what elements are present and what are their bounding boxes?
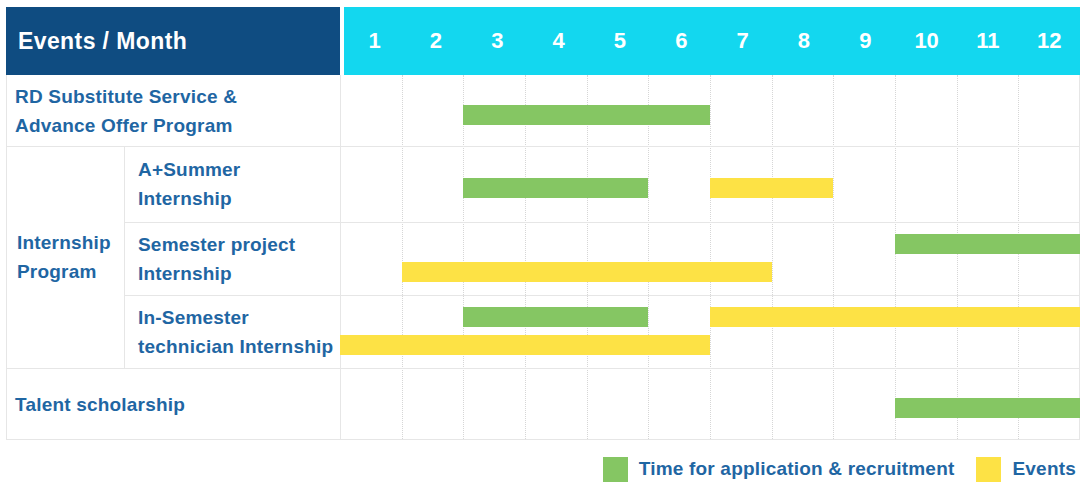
month-label-7: 7	[712, 7, 773, 75]
month-label-10: 10	[896, 7, 957, 75]
month-gridline-11	[1018, 75, 1019, 439]
month-label-2: 2	[405, 7, 466, 75]
events-month-title: Events / Month	[6, 28, 187, 55]
green-bar-months-3-5	[463, 178, 648, 198]
month-label-5: 5	[589, 7, 650, 75]
legend-swatch-events	[976, 457, 1001, 482]
yellow-bar-months-7-12	[710, 307, 1080, 327]
month-gridline-6	[710, 75, 711, 439]
month-label-1: 1	[344, 7, 405, 75]
green-bar-months-3-5	[463, 307, 648, 327]
month-label-11: 11	[957, 7, 1018, 75]
month-gridline-2	[463, 75, 464, 439]
row-label-3: Semester projectInternship	[124, 222, 340, 295]
month-gridline-4	[587, 75, 588, 439]
month-gridline-9	[895, 75, 896, 439]
group-label-internship-program: InternshipProgram	[6, 146, 124, 368]
gantt-schedule-chart: Events / Month 123456789101112 Internshi…	[0, 0, 1080, 494]
row-label-4: In-Semestertechnician Internship	[124, 295, 340, 368]
row-label-5: Talent scholarship	[6, 368, 340, 440]
month-gridline-5	[648, 75, 649, 439]
months-header: 123456789101112	[344, 7, 1080, 75]
yellow-bar-months-2-7	[402, 262, 772, 282]
month-label-4: 4	[528, 7, 589, 75]
month-label-6: 6	[651, 7, 712, 75]
row-label-2: A+SummerInternship	[124, 146, 340, 222]
month-gridline-8	[833, 75, 834, 439]
month-label-12: 12	[1019, 7, 1080, 75]
green-bar-months-3-6	[463, 105, 710, 125]
yellow-bar-months-1-6	[340, 335, 710, 355]
month-gridline-7	[772, 75, 773, 439]
row-label-1: RD Substitute Service &Advance Offer Pro…	[6, 75, 340, 146]
green-bar-months-10-12	[895, 234, 1080, 254]
legend-swatch-application-recruitment	[603, 457, 628, 482]
label-months-divider	[340, 75, 341, 440]
month-gridline-3	[525, 75, 526, 439]
events-month-header-cell: Events / Month	[6, 7, 340, 75]
month-gridline-10	[957, 75, 958, 439]
month-label-9: 9	[835, 7, 896, 75]
legend-label-events: Events	[1012, 458, 1076, 480]
green-bar-months-10-12	[895, 398, 1080, 418]
month-label-8: 8	[773, 7, 834, 75]
month-gridline-1	[402, 75, 403, 439]
yellow-bar-months-7-8	[710, 178, 833, 198]
legend: Time for application & recruitment Event…	[603, 453, 1076, 485]
month-label-3: 3	[467, 7, 528, 75]
legend-label-application-recruitment: Time for application & recruitment	[639, 458, 955, 480]
